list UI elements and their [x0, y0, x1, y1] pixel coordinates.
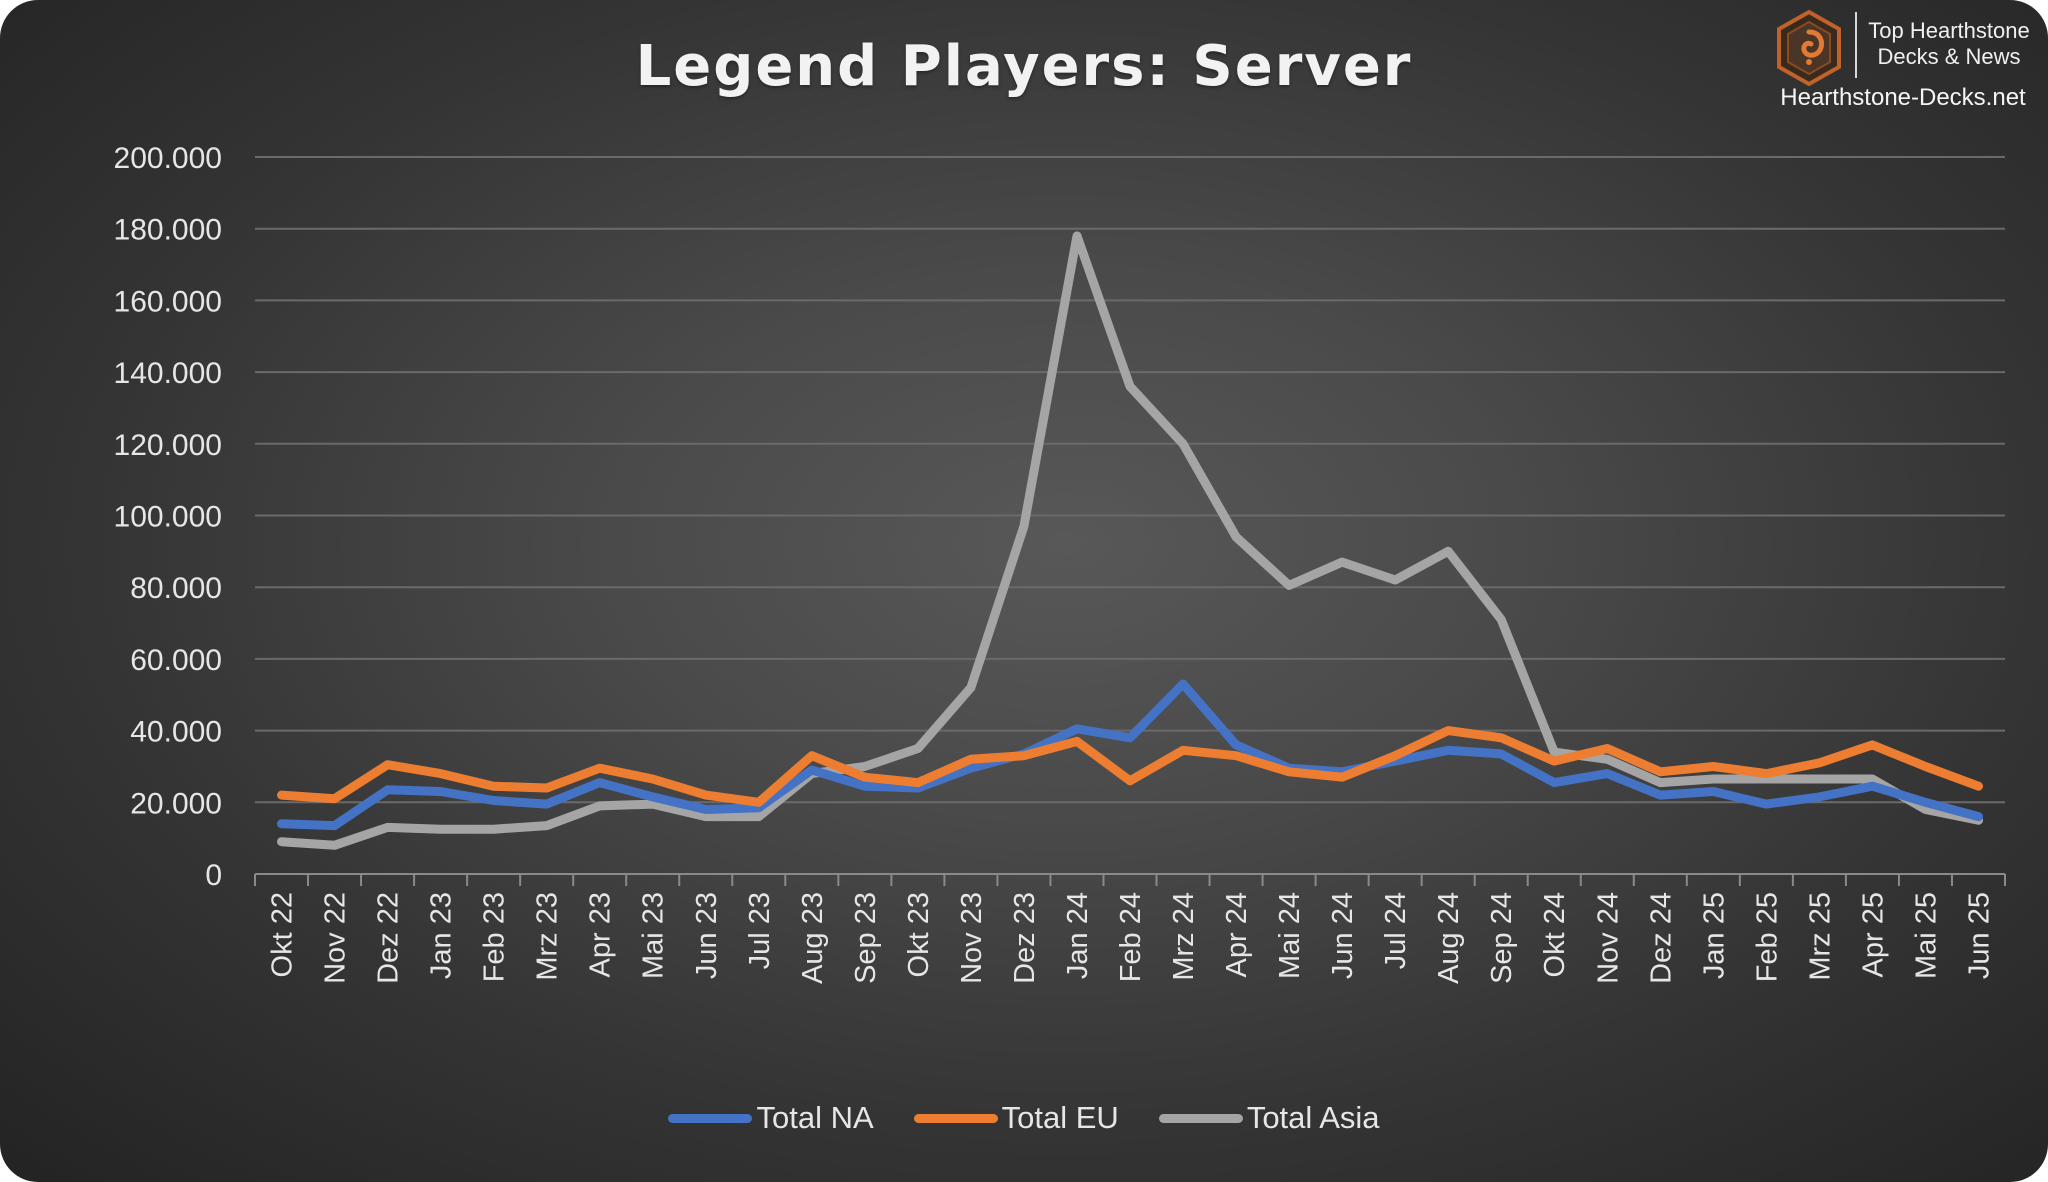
y-tick-label: 180.000: [114, 214, 222, 247]
x-tick-label: Apr 24: [1221, 892, 1253, 977]
x-tick-label: Mai 24: [1274, 892, 1306, 979]
x-tick-label: Okt 23: [903, 892, 935, 977]
logo-divider: [1855, 12, 1857, 78]
x-tick-label: Jul 24: [1380, 892, 1412, 969]
y-tick-label: 80.000: [130, 572, 222, 605]
y-tick-label: 100.000: [114, 501, 222, 534]
x-tick-label: Feb 23: [479, 892, 511, 982]
x-tick-label: Apr 23: [585, 892, 617, 977]
x-tick-label: Jan 24: [1062, 892, 1094, 979]
legend-swatch-na: [668, 1113, 753, 1123]
series-line-total-asia: [277, 231, 1983, 850]
y-tick-label: 120.000: [114, 429, 222, 462]
x-tick-label: Feb 24: [1115, 892, 1147, 982]
x-tick-label: Jun 23: [691, 892, 723, 979]
x-tick-label: Aug 23: [797, 892, 829, 984]
x-tick-label: Okt 24: [1539, 892, 1571, 977]
x-tick-label: Jul 23: [744, 892, 776, 969]
legend-item-eu: Total EU: [913, 1100, 1119, 1136]
x-tick-label: Dez 24: [1645, 892, 1677, 984]
x-tick-label: Jan 23: [426, 892, 458, 979]
x-tick-label: Nov 24: [1592, 892, 1624, 984]
legend-swatch-eu: [913, 1113, 998, 1123]
y-tick-label: 200.000: [114, 142, 222, 175]
logo-tagline-line1: Top Hearthstone: [1868, 18, 2030, 43]
x-tick-label: Mai 23: [638, 892, 670, 979]
series-line-total-na: [277, 679, 1983, 831]
legend-item-na: Total NA: [668, 1100, 874, 1136]
x-tick-label: Apr 25: [1857, 892, 1889, 977]
logo-tagline-line2: Decks & News: [1877, 44, 2021, 69]
x-tick-label: Mrz 24: [1168, 892, 1200, 981]
x-axis: Okt 22 Nov 22 Dez 22 Jan 23 Feb 23 Mrz 23 Apr …: [254, 873, 2006, 984]
x-tick-label: Aug 24: [1433, 892, 1465, 984]
x-tick-label: Nov 23: [956, 892, 988, 984]
x-tick-label: Mrz 25: [1804, 892, 1836, 981]
legend-item-asia: Total Asia: [1158, 1100, 1380, 1136]
chart-title: Legend Players: Server: [635, 34, 1413, 99]
x-tick-label: Sep 24: [1486, 892, 1518, 984]
series-lines: [277, 231, 1983, 850]
y-tick-label: 0: [205, 859, 222, 892]
legend-label-eu: Total EU: [1001, 1100, 1119, 1135]
y-tick-label: 40.000: [130, 716, 222, 749]
x-tick-label: Dez 23: [1009, 892, 1041, 984]
y-tick-label: 140.000: [114, 357, 222, 390]
y-tick-label: 20.000: [130, 787, 222, 820]
legend-label-asia: Total Asia: [1246, 1100, 1380, 1135]
chart-legend: Total NA Total EU Total Asia: [0, 1100, 2048, 1136]
gridlines: [255, 156, 2005, 804]
series-line-total-eu: [277, 726, 1983, 807]
legend-swatch-asia: [1158, 1113, 1243, 1123]
legend-label-na: Total NA: [756, 1100, 874, 1135]
x-tick-label: Feb 25: [1751, 892, 1783, 982]
x-tick-label: Mrz 23: [532, 892, 564, 981]
x-tick-label: Jan 25: [1698, 892, 1730, 979]
x-tick-label: Sep 23: [850, 892, 882, 984]
y-axis-ticks: 0 20.000 40.000 60.000 80.000 100.000 120.000 1…: [114, 142, 222, 892]
x-tick-label: Mai 25: [1910, 892, 1942, 979]
x-tick-label: Okt 22: [267, 892, 299, 977]
x-tick-label: Dez 22: [373, 892, 405, 984]
x-tick-label: Jun 24: [1327, 892, 1359, 979]
hearthstone-logo-icon: [1777, 10, 1841, 86]
x-tick-label: Jun 25: [1963, 892, 1995, 979]
logo-url: Hearthstone-Decks.net: [1780, 84, 2026, 111]
x-tick-label: Nov 22: [320, 892, 352, 984]
y-tick-label: 60.000: [130, 644, 222, 677]
brand-logo: Top Hearthstone Decks & News Hearthstone…: [1768, 6, 2038, 116]
y-tick-label: 160.000: [114, 285, 222, 318]
